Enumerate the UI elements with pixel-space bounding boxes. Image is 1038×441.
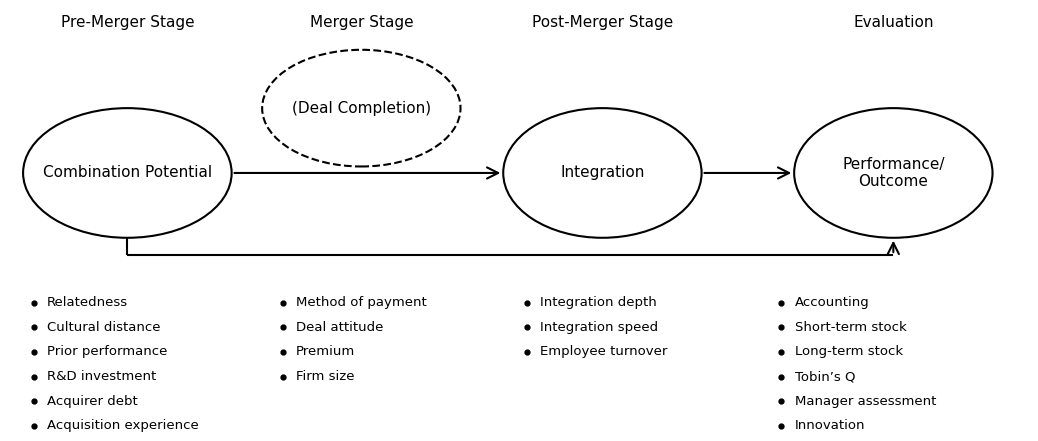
Text: Premium: Premium	[296, 345, 355, 359]
Text: Merger Stage: Merger Stage	[309, 15, 413, 30]
Text: Evaluation: Evaluation	[853, 15, 933, 30]
Text: Integration: Integration	[561, 165, 645, 180]
Ellipse shape	[263, 50, 461, 166]
Text: Integration depth: Integration depth	[541, 296, 657, 309]
Text: Short-term stock: Short-term stock	[795, 321, 906, 334]
Text: Integration speed: Integration speed	[541, 321, 658, 334]
Text: Post-Merger Stage: Post-Merger Stage	[531, 15, 673, 30]
Text: Tobin’s Q: Tobin’s Q	[795, 370, 855, 383]
Text: Accounting: Accounting	[795, 296, 870, 309]
Ellipse shape	[503, 108, 702, 238]
Text: Performance/
Outcome: Performance/ Outcome	[842, 157, 945, 189]
Text: Deal attitude: Deal attitude	[296, 321, 384, 334]
Text: Employee turnover: Employee turnover	[541, 345, 667, 359]
Text: Relatedness: Relatedness	[47, 296, 128, 309]
Text: Long-term stock: Long-term stock	[795, 345, 903, 359]
Text: Firm size: Firm size	[296, 370, 355, 383]
Text: Pre-Merger Stage: Pre-Merger Stage	[60, 15, 194, 30]
Text: Manager assessment: Manager assessment	[795, 395, 936, 407]
Text: Prior performance: Prior performance	[47, 345, 167, 359]
Text: R&D investment: R&D investment	[47, 370, 157, 383]
Ellipse shape	[794, 108, 992, 238]
Text: (Deal Completion): (Deal Completion)	[292, 101, 431, 116]
Text: Innovation: Innovation	[795, 419, 865, 432]
Ellipse shape	[23, 108, 231, 238]
Text: Method of payment: Method of payment	[296, 296, 427, 309]
Text: Cultural distance: Cultural distance	[47, 321, 161, 334]
Text: Acquirer debt: Acquirer debt	[47, 395, 138, 407]
Text: Combination Potential: Combination Potential	[43, 165, 212, 180]
Text: Acquisition experience: Acquisition experience	[47, 419, 198, 432]
